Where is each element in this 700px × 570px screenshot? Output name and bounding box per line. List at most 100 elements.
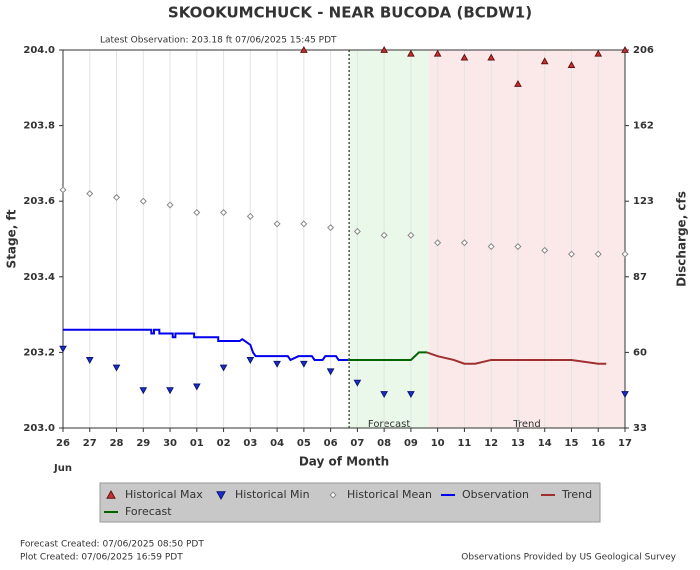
plot-frame <box>62 49 626 429</box>
legend-item: Observation <box>441 488 529 501</box>
x-axis-label: Day of Month <box>299 455 389 469</box>
x-tick-label: 09 <box>404 438 418 449</box>
max-marker <box>540 57 549 65</box>
x-tick-label: 15 <box>565 438 579 449</box>
y2-tick-label: 162 <box>633 121 654 132</box>
legend <box>99 482 601 523</box>
max-marker <box>514 79 522 87</box>
mean-marker <box>246 212 254 220</box>
max-marker <box>300 45 308 53</box>
x-tick-label: 27 <box>83 438 97 449</box>
mean-marker <box>59 186 67 194</box>
series-line <box>348 351 427 361</box>
series-line <box>426 351 607 365</box>
min-marker <box>59 345 67 353</box>
min-marker <box>621 391 629 399</box>
mean-marker <box>567 250 575 258</box>
legend-item: Historical Max <box>106 488 203 501</box>
min-marker <box>112 364 121 372</box>
mean-marker <box>487 243 495 251</box>
region <box>429 50 625 428</box>
footer-plot-created: Plot Created: 07/06/2025 16:59 PDT <box>20 553 183 563</box>
x-tick-label: 26 <box>56 438 70 449</box>
min-marker <box>246 357 255 364</box>
y-tick-label: 203.4 <box>23 272 55 283</box>
legend-item: Historical Min <box>216 488 310 501</box>
mean-marker <box>220 209 228 217</box>
plot-area: Forecast Trend <box>62 50 626 430</box>
chart-title: SKOOKUMCHUCK - NEAR BUCODA (BCDW1) <box>168 4 532 22</box>
max-marker <box>621 45 629 53</box>
y2-tick-label: 33 <box>633 423 647 434</box>
mean-marker <box>327 224 335 232</box>
series <box>63 328 349 362</box>
footer-source: Observations Provided by US Geological S… <box>461 553 676 563</box>
region-label: Forecast <box>368 419 410 430</box>
max-marker <box>487 53 496 61</box>
series <box>426 351 607 365</box>
mean-marker <box>460 239 468 247</box>
region <box>349 50 430 428</box>
x-tick-label: 17 <box>618 438 632 449</box>
x-tick-label: 14 <box>538 438 552 449</box>
legend-label: Historical Max <box>125 488 203 501</box>
y-tick-label: 203.6 <box>23 196 55 207</box>
x-tick-label: 11 <box>457 438 471 449</box>
min-marker <box>353 379 362 387</box>
x-tick-label: 01 <box>190 438 204 449</box>
y2-tick-label: 123 <box>633 196 654 207</box>
x-tick-label: 06 <box>324 438 338 449</box>
y2-tick-label: 206 <box>633 45 654 56</box>
legend-label: Trend <box>561 488 592 501</box>
y-tick-label: 203.0 <box>23 423 55 434</box>
x-tick-label: 08 <box>377 438 391 449</box>
x-tick-label: 30 <box>163 438 177 449</box>
mean-marker <box>113 193 121 201</box>
mean-marker <box>273 220 281 228</box>
y2-tick-label: 60 <box>633 347 647 358</box>
x-month-label: Jun <box>53 463 72 474</box>
series <box>348 351 427 361</box>
region-label: Trend <box>512 419 540 430</box>
mean-marker <box>139 197 147 205</box>
max-marker <box>407 49 415 57</box>
min-marker <box>216 491 226 501</box>
legend-item: Forecast <box>104 505 172 518</box>
x-tick-label: 10 <box>431 438 445 449</box>
min-marker <box>407 391 415 399</box>
x-tick-label: 28 <box>110 438 124 449</box>
x-tick-label: 13 <box>511 438 525 449</box>
mean-marker <box>193 209 201 217</box>
x-tick-label: 05 <box>297 438 311 449</box>
max-marker <box>460 53 469 61</box>
legend-label: Historical Mean <box>347 488 432 501</box>
max-marker <box>380 45 388 53</box>
x-tick-label: 04 <box>270 438 284 449</box>
x-tick-label: 02 <box>217 438 231 449</box>
legend-item: Trend <box>541 488 592 501</box>
mean-marker <box>380 231 388 239</box>
min-marker <box>273 360 281 368</box>
x-tick-label: 12 <box>484 438 498 449</box>
mean-marker <box>86 190 94 198</box>
mean-marker <box>353 227 361 235</box>
legend-label: Historical Min <box>235 488 310 501</box>
min-marker <box>192 383 201 391</box>
series <box>59 345 629 399</box>
mean-marker <box>300 220 308 228</box>
x-tick-label: 07 <box>350 438 364 449</box>
mean-marker <box>514 243 522 251</box>
footer-forecast-created: Forecast Created: 07/06/2025 08:50 PDT <box>20 540 204 550</box>
mean-marker <box>621 250 629 258</box>
mean-marker <box>407 231 415 239</box>
legend-label: Forecast <box>125 505 172 518</box>
y-axis-label: Stage, ft <box>5 209 19 268</box>
max-marker <box>594 49 603 57</box>
y2-tick-label: 87 <box>633 272 647 283</box>
max-marker <box>567 61 576 69</box>
min-marker <box>300 360 308 368</box>
max-marker <box>433 49 442 57</box>
mean-marker <box>434 239 442 247</box>
series <box>59 186 629 258</box>
mean-marker <box>166 201 174 209</box>
